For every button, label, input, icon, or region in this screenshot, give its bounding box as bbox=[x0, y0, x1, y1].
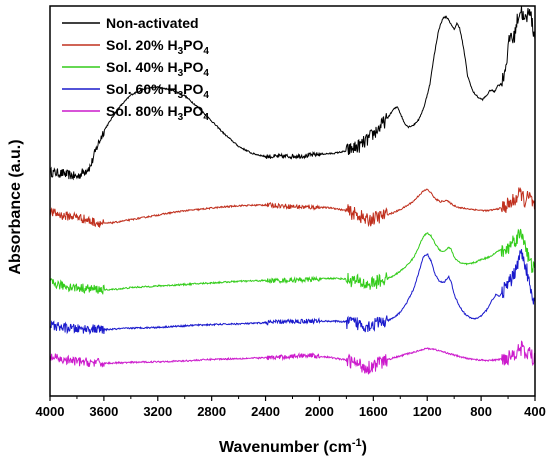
series-line-3 bbox=[49, 228, 536, 295]
series-layer bbox=[49, 5, 536, 375]
x-tick-label: 400 bbox=[524, 404, 546, 419]
x-axis: 4000 3600 3200 2800 2400 2000 1600 1200 800 400 bbox=[36, 396, 546, 419]
legend-label: Sol. 80% H3PO4 bbox=[106, 103, 209, 123]
x-tick-label: 2400 bbox=[251, 404, 280, 419]
legend-label: Non-activated bbox=[106, 15, 199, 31]
x-tick-label: 3200 bbox=[143, 404, 172, 419]
legend-label: Sol. 60% H3PO4 bbox=[106, 81, 209, 101]
x-axis-title: Wavenumber (cm-1) bbox=[219, 437, 367, 456]
x-tick-label: 1600 bbox=[359, 404, 388, 419]
x-tick-label: 4000 bbox=[36, 404, 65, 419]
x-tick-label: 3600 bbox=[89, 404, 118, 419]
x-tick-label: 2800 bbox=[197, 404, 226, 419]
x-tick-label: 2000 bbox=[305, 404, 334, 419]
y-axis-title: Absorbance (a.u.) bbox=[7, 139, 24, 274]
legend-label: Sol. 20% H3PO4 bbox=[106, 37, 209, 57]
legend-label: Sol. 40% H3PO4 bbox=[106, 59, 209, 79]
series-line-5 bbox=[49, 340, 536, 375]
x-tick-label: 1200 bbox=[413, 404, 442, 419]
series-line-2 bbox=[49, 186, 536, 228]
series-line-4 bbox=[49, 249, 536, 335]
x-tick-label: 800 bbox=[470, 404, 492, 419]
series-line-1 bbox=[49, 5, 536, 181]
